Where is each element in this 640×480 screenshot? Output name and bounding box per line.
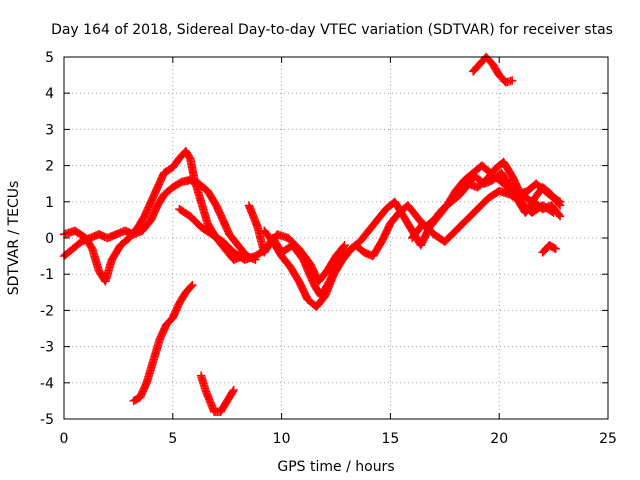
data-point (554, 210, 564, 220)
x-axis-label: GPS time / hours (277, 459, 394, 475)
data-point (228, 387, 238, 396)
data-point (548, 207, 557, 216)
x-tick-label: 15 (381, 431, 399, 447)
y-tick-label: 5 (45, 50, 54, 66)
y-axis-label: SDTVAR / TECUs (6, 181, 22, 296)
data-point (187, 282, 196, 291)
y-tick-label: 1 (45, 195, 54, 211)
x-tick-label: 10 (273, 431, 291, 447)
data-point (340, 241, 349, 250)
y-tick-label: -4 (40, 376, 54, 392)
series-trace-i (196, 371, 238, 416)
y-tick-label: 2 (45, 159, 54, 175)
data-point (339, 242, 348, 251)
y-tick-label: -3 (40, 340, 54, 356)
data-point (550, 243, 559, 253)
series-trace-j (468, 52, 517, 87)
data-point (549, 208, 558, 217)
data-point (555, 212, 565, 221)
x-tick-label: 0 (60, 431, 69, 447)
x-tick-label: 20 (490, 431, 508, 447)
series-trace-k (538, 241, 560, 257)
y-tick-label: -5 (40, 412, 54, 428)
axis-ticks: 0 5 10 15 20 25 -5 -4 -3 -2 -1 0 1 2 3 4 5 (40, 50, 617, 447)
grid (64, 57, 608, 419)
y-tick-label: -1 (40, 267, 54, 283)
y-tick-label: 0 (45, 231, 54, 247)
data-point (229, 385, 238, 395)
data-point (554, 196, 564, 206)
series-trace-g (462, 168, 565, 206)
data-point (555, 197, 565, 206)
series-trace-d (244, 157, 565, 301)
y-tick-label: 4 (45, 86, 54, 102)
chart-title: Day 164 of 2018, Sidereal Day-to-day VTE… (51, 22, 613, 38)
x-tick-label: 25 (599, 431, 617, 447)
data-point (508, 76, 517, 85)
series-trace-h (129, 280, 197, 406)
data-point (551, 244, 560, 254)
x-tick-label: 5 (168, 431, 177, 447)
y-tick-label: 3 (45, 122, 54, 138)
data-marks (59, 52, 565, 416)
data-point (188, 280, 197, 290)
series-trace-e (259, 161, 565, 311)
series-trace-f (407, 186, 558, 246)
y-tick-label: -2 (40, 303, 54, 319)
series-trace-b (59, 175, 260, 264)
plot-frame (63, 56, 609, 420)
